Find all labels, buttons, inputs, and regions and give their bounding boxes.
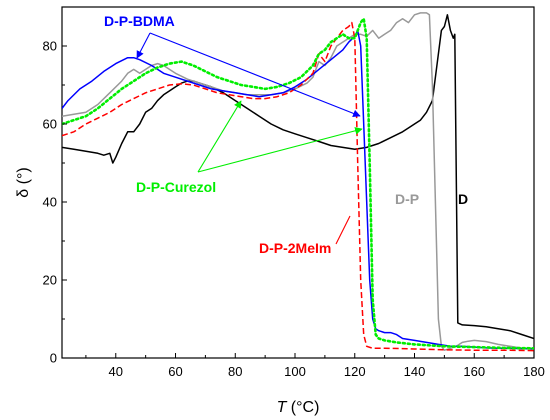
series-line-d-p-curezol: [62, 17, 534, 350]
x-axis-title: T (°C): [277, 399, 320, 416]
series-label-d-p-bdma: D-P-BDMA: [104, 13, 175, 29]
y-tick-label: 40: [43, 195, 57, 210]
y-tick-label: 0: [50, 351, 57, 366]
arrow-curezol-up: [197, 100, 242, 173]
series-label-d-p-curezol: D-P-Curezol: [136, 179, 216, 195]
series-label-d: D: [458, 191, 468, 207]
series-line-d: [62, 14, 534, 340]
y-tick-label: 80: [43, 39, 57, 54]
x-tick-label: 40: [109, 364, 123, 379]
series-line-d-p-bdma: [62, 29, 534, 350]
y-tick-label: 60: [43, 117, 57, 132]
y-axis-title: δ (°): [15, 167, 32, 197]
arrow-curezol-right: [197, 127, 363, 173]
series-label-d-p-2meim: D-P-2MeIm: [259, 240, 331, 256]
x-tick-label: 60: [168, 364, 182, 379]
x-tick-label: 140: [404, 364, 426, 379]
plot-frame: [61, 6, 535, 359]
arrow-bdma-right: [149, 32, 361, 118]
x-tick-label: 180: [523, 364, 545, 379]
x-tick-label: 120: [344, 364, 366, 379]
line-2meim: [335, 215, 351, 245]
y-tick-label: 20: [43, 273, 57, 288]
x-tick-label: 80: [228, 364, 242, 379]
arrow-bdma-left: [136, 32, 151, 59]
plot-area: [61, 6, 535, 359]
axes-layer: 40 60 80 100 120 140 160 180 0 20 40 60 80 T (°C) δ (°…: [15, 6, 545, 416]
x-tick-label: 160: [463, 364, 485, 379]
series-label-d-p: D-P: [395, 191, 419, 207]
x-tick-label: 100: [284, 364, 306, 379]
series-line-d-p-2meim: [62, 21, 534, 352]
annotation-layer: D-P-BDMA D-P-Curezol D-P-2MeIm D-P D: [104, 13, 468, 256]
series-layer: [62, 12, 534, 352]
series-line-d-p: [62, 12, 534, 351]
